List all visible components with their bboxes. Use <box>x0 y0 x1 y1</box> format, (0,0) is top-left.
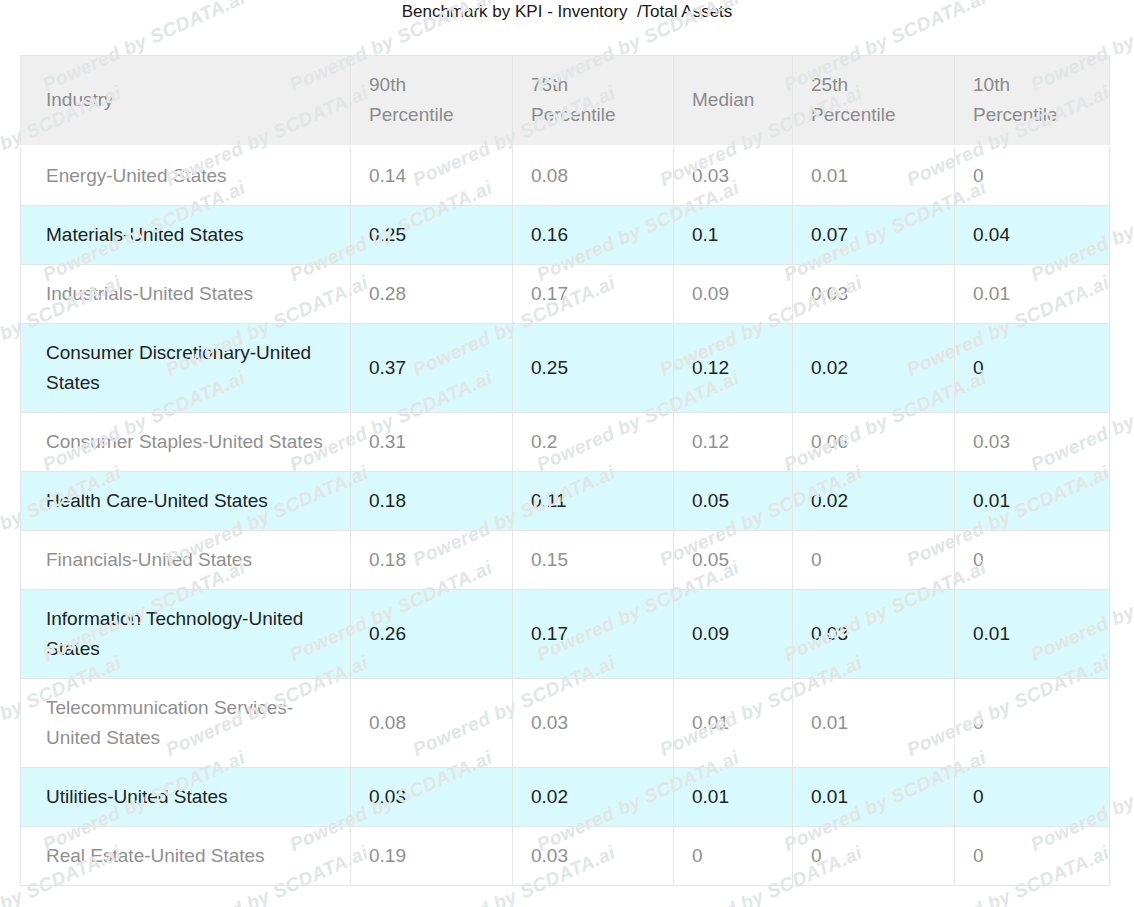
table-body: Energy-United States0.140.080.030.010Mat… <box>21 146 1110 886</box>
column-header-25th-percentile: 25th Percentile <box>793 56 955 146</box>
table-row: Telecommunication Services-United States… <box>21 678 1110 767</box>
industry-cell: Consumer Discretionary-United States <box>21 323 351 412</box>
value-cell: 0.14 <box>351 146 513 206</box>
table-row: Information Technology-United States0.26… <box>21 589 1110 678</box>
value-cell: 0.26 <box>351 589 513 678</box>
value-cell: 0.03 <box>793 589 955 678</box>
table-row: Energy-United States0.140.080.030.010 <box>21 146 1110 206</box>
value-cell: 0.18 <box>351 530 513 589</box>
value-cell: 0 <box>793 530 955 589</box>
industry-cell: Materials-United States <box>21 205 351 264</box>
value-cell: 0.01 <box>674 678 793 767</box>
table-header-row: Industry90th Percentile75th PercentileMe… <box>21 56 1110 146</box>
watermark-text: Powered by SCDATA.ai <box>0 177 2 286</box>
industry-cell: Energy-United States <box>21 146 351 206</box>
value-cell: 0.31 <box>351 412 513 471</box>
table-row: Consumer Discretionary-United States0.37… <box>21 323 1110 412</box>
value-cell: 0.15 <box>513 530 674 589</box>
value-cell: 0.25 <box>513 323 674 412</box>
value-cell: 0.11 <box>513 471 674 530</box>
value-cell: 0.01 <box>793 146 955 206</box>
value-cell: 0.01 <box>955 471 1110 530</box>
value-cell: 0.03 <box>513 678 674 767</box>
value-cell: 0.12 <box>674 412 793 471</box>
column-header-90th-percentile: 90th Percentile <box>351 56 513 146</box>
value-cell: 0.05 <box>674 530 793 589</box>
value-cell: 0.17 <box>513 264 674 323</box>
value-cell: 0 <box>955 767 1110 826</box>
table-row: Utilities-United States0.030.020.010.010 <box>21 767 1110 826</box>
value-cell: 0.01 <box>793 678 955 767</box>
value-cell: 0 <box>674 826 793 885</box>
value-cell: 0.01 <box>955 589 1110 678</box>
value-cell: 0.12 <box>674 323 793 412</box>
value-cell: 0.01 <box>674 767 793 826</box>
value-cell: 0.25 <box>351 205 513 264</box>
watermark-text: Powered by SCDATA.ai <box>904 0 1113 1</box>
watermark-text: Powered by SCDATA.ai <box>0 367 2 476</box>
watermark-text: Powered by SCDATA.ai <box>657 0 866 1</box>
value-cell: 0.17 <box>513 589 674 678</box>
value-cell: 0.03 <box>955 412 1110 471</box>
value-cell: 0.1 <box>674 205 793 264</box>
industry-cell: Health Care-United States <box>21 471 351 530</box>
benchmark-page: Benchmark by KPI - Inventory /Total Asse… <box>0 0 1134 907</box>
value-cell: 0.18 <box>351 471 513 530</box>
watermark-text: Powered by SCDATA.ai <box>0 557 2 666</box>
column-header-10th-percentile: 10th Percentile <box>955 56 1110 146</box>
table-row: Industrials-United States0.280.170.090.0… <box>21 264 1110 323</box>
industry-cell: Information Technology-United States <box>21 589 351 678</box>
industry-cell: Real Estate-United States <box>21 826 351 885</box>
value-cell: 0.37 <box>351 323 513 412</box>
industry-cell: Industrials-United States <box>21 264 351 323</box>
value-cell: 0.03 <box>513 826 674 885</box>
industry-cell: Financials-United States <box>21 530 351 589</box>
value-cell: 0.02 <box>793 471 955 530</box>
page-title: Benchmark by KPI - Inventory /Total Asse… <box>0 2 1134 22</box>
table-row: Health Care-United States0.180.110.050.0… <box>21 471 1110 530</box>
column-header-75th-percentile: 75th Percentile <box>513 56 674 146</box>
industry-cell: Utilities-United States <box>21 767 351 826</box>
value-cell: 0.03 <box>351 767 513 826</box>
value-cell: 0.03 <box>793 264 955 323</box>
value-cell: 0.03 <box>674 146 793 206</box>
table-row: Materials-United States0.250.160.10.070.… <box>21 205 1110 264</box>
column-header-median: Median <box>674 56 793 146</box>
value-cell: 0.05 <box>674 471 793 530</box>
value-cell: 0.01 <box>793 767 955 826</box>
value-cell: 0 <box>955 530 1110 589</box>
value-cell: 0.02 <box>513 767 674 826</box>
watermark-text: Powered by SCDATA.ai <box>163 0 372 1</box>
value-cell: 0 <box>955 323 1110 412</box>
value-cell: 0 <box>793 826 955 885</box>
value-cell: 0.09 <box>674 589 793 678</box>
value-cell: 0 <box>955 146 1110 206</box>
value-cell: 0.08 <box>513 146 674 206</box>
column-header-industry: Industry <box>21 56 351 146</box>
value-cell: 0.06 <box>793 412 955 471</box>
value-cell: 0.2 <box>513 412 674 471</box>
industry-cell: Consumer Staples-United States <box>21 412 351 471</box>
value-cell: 0.16 <box>513 205 674 264</box>
value-cell: 0 <box>955 678 1110 767</box>
value-cell: 0.28 <box>351 264 513 323</box>
table-row: Real Estate-United States0.190.03000 <box>21 826 1110 885</box>
value-cell: 0 <box>955 826 1110 885</box>
value-cell: 0.19 <box>351 826 513 885</box>
table-row: Financials-United States0.180.150.0500 <box>21 530 1110 589</box>
value-cell: 0.04 <box>955 205 1110 264</box>
watermark-text: Powered by SCDATA.ai <box>0 0 125 1</box>
table-row: Consumer Staples-United States0.310.20.1… <box>21 412 1110 471</box>
value-cell: 0.08 <box>351 678 513 767</box>
benchmark-table: Industry90th Percentile75th PercentileMe… <box>20 55 1110 886</box>
watermark-text: Powered by SCDATA.ai <box>410 0 619 1</box>
industry-cell: Telecommunication Services-United States <box>21 678 351 767</box>
value-cell: 0.09 <box>674 264 793 323</box>
value-cell: 0.01 <box>955 264 1110 323</box>
value-cell: 0.07 <box>793 205 955 264</box>
value-cell: 0.02 <box>793 323 955 412</box>
watermark-text: Powered by SCDATA.ai <box>0 747 2 856</box>
